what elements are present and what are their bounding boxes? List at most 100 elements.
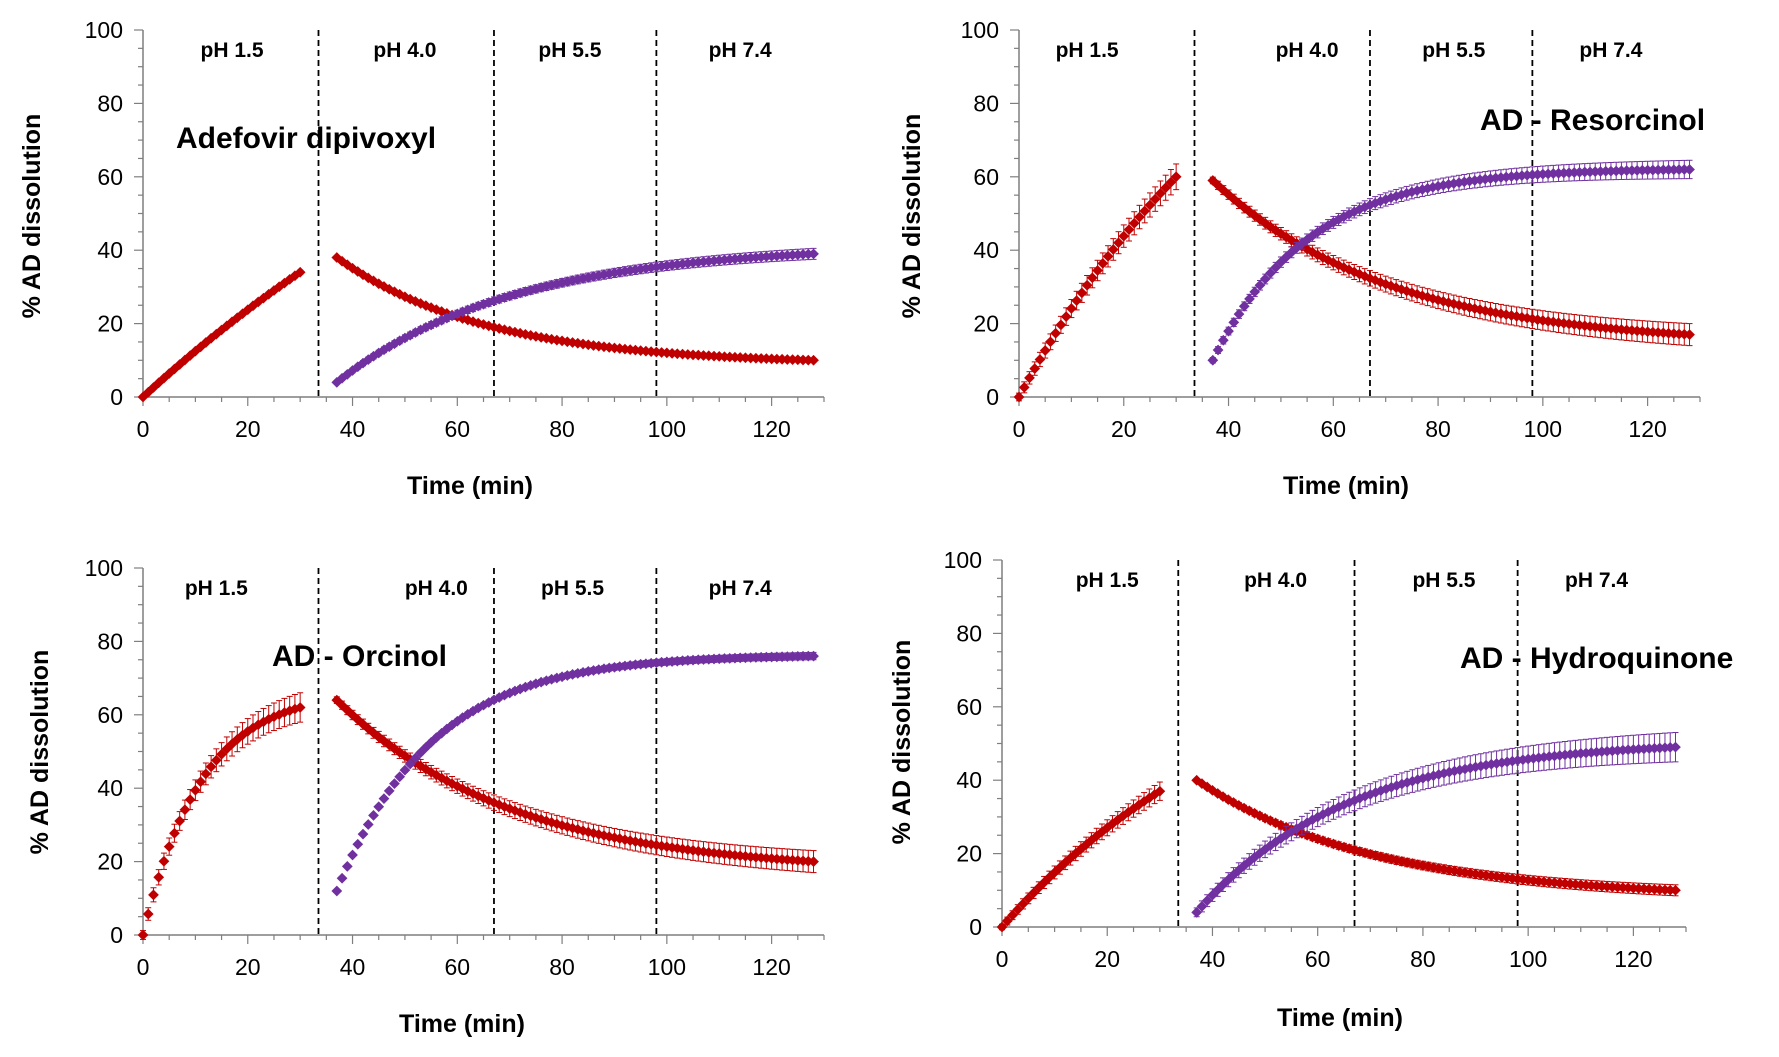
y-tick-label: 100 — [85, 555, 123, 581]
data-point — [1055, 319, 1067, 331]
x-tick-label: 0 — [137, 954, 150, 980]
y-tick-label: 80 — [97, 90, 123, 116]
y-tick-label: 0 — [969, 914, 982, 940]
series-1 — [996, 774, 1681, 933]
data-point — [341, 860, 353, 872]
phase-label: pH 1.5 — [1076, 569, 1139, 592]
phase-label: pH 4.0 — [373, 39, 436, 62]
y-tick-label: 80 — [97, 628, 123, 654]
phase-label: pH 5.5 — [1422, 39, 1485, 62]
data-point — [163, 841, 175, 852]
phase-label: pH 1.5 — [201, 39, 264, 62]
data-point — [1034, 354, 1046, 365]
phase-label: pH 1.5 — [185, 577, 248, 600]
x-tick-label: 100 — [648, 954, 686, 980]
y-tick-label: 100 — [85, 17, 123, 43]
x-tick-label: 20 — [235, 416, 261, 442]
y-tick-label: 40 — [956, 767, 982, 793]
y-tick-label: 20 — [956, 841, 982, 867]
x-tick-label: 120 — [752, 416, 790, 442]
x-tick-label: 100 — [648, 416, 686, 442]
data-point — [158, 855, 170, 867]
series-2 — [1191, 731, 1681, 918]
chart-panel-2: 0 20 40 60 80 100 0 20 40 60 80 100 120 Time (min) % A… — [898, 17, 1705, 500]
x-axis-title: Time (min) — [399, 1010, 525, 1038]
data-point — [368, 810, 379, 821]
data-point — [410, 752, 421, 764]
x-tick-label: 0 — [1013, 416, 1026, 442]
x-tick-label: 40 — [340, 954, 366, 980]
data-point — [200, 768, 212, 780]
x-tick-label: 120 — [1628, 416, 1666, 442]
y-tick-label: 100 — [961, 17, 999, 43]
chart-panel-4: 0 20 40 60 80 100 0 20 40 60 80 100 120 Time (min) % A… — [888, 547, 1733, 1032]
x-tick-label: 20 — [1111, 416, 1137, 442]
x-axis-title: Time (min) — [407, 472, 533, 500]
y-tick-label: 80 — [956, 620, 982, 646]
y-tick-label: 20 — [973, 311, 999, 337]
y-tick-label: 0 — [110, 922, 123, 948]
x-tick-label: 40 — [1216, 416, 1242, 442]
x-tick-label: 60 — [445, 416, 471, 442]
data-point — [294, 266, 306, 278]
y-tick-label: 0 — [110, 384, 123, 410]
series-1 — [137, 692, 819, 941]
panel-annotation: Adefovir dipivoxyl — [176, 122, 436, 155]
data-point — [808, 354, 819, 366]
x-tick-label: 0 — [137, 416, 150, 442]
phase-label: pH 1.5 — [1056, 39, 1119, 62]
data-point — [1066, 303, 1077, 314]
series-2 — [331, 650, 819, 897]
x-tick-label: 80 — [1410, 946, 1436, 972]
data-point — [190, 784, 201, 796]
data-point — [1670, 884, 1681, 896]
x-tick-label: 80 — [1425, 416, 1451, 442]
y-tick-label: 20 — [97, 311, 123, 337]
data-point — [808, 856, 819, 867]
data-point — [1217, 334, 1229, 346]
panel-annotation: AD - Hydroquinone — [1460, 642, 1733, 675]
x-tick-label: 100 — [1524, 416, 1562, 442]
x-tick-label: 40 — [340, 416, 366, 442]
phase-label: pH 7.4 — [1579, 39, 1642, 62]
y-tick-label: 0 — [986, 384, 999, 410]
chart-panel-1: 0 20 40 60 80 100 0 20 40 60 80 100 120 Time (min) % A… — [18, 17, 825, 500]
phase-label: pH 5.5 — [541, 577, 604, 600]
series-1 — [1013, 163, 1695, 403]
data-point — [331, 885, 343, 897]
phase-label: pH 7.4 — [709, 39, 772, 62]
data-point — [1071, 295, 1082, 306]
x-tick-label: 120 — [752, 954, 790, 980]
data-point — [184, 794, 196, 805]
y-tick-label: 40 — [973, 237, 999, 263]
data-point — [808, 248, 819, 260]
x-tick-label: 20 — [235, 954, 261, 980]
x-tick-label: 80 — [549, 416, 575, 442]
y-tick-label: 20 — [97, 849, 123, 875]
data-point — [174, 815, 186, 827]
data-point — [336, 872, 348, 884]
data-point — [1012, 904, 1024, 915]
y-tick-label: 60 — [973, 164, 999, 190]
data-point — [1013, 391, 1025, 403]
data-point — [1039, 345, 1051, 356]
data-point — [347, 849, 358, 861]
data-point — [1018, 381, 1030, 393]
y-axis-title: % AD dissolution — [18, 114, 46, 319]
data-point — [357, 828, 369, 840]
data-point — [1001, 915, 1013, 927]
data-point — [142, 908, 154, 920]
data-point — [808, 650, 819, 662]
phase-label: pH 4.0 — [405, 577, 468, 600]
data-point — [373, 801, 385, 813]
phase-label: pH 4.0 — [1244, 569, 1307, 592]
phase-label: pH 7.4 — [709, 577, 772, 600]
panel-annotation: AD - Orcinol — [272, 640, 447, 673]
y-axis-title: % AD dissolution — [888, 640, 916, 845]
data-point — [378, 793, 390, 805]
data-point — [205, 761, 217, 773]
panel-annotation: AD - Resorcinol — [1480, 104, 1705, 137]
y-axis-title: % AD dissolution — [898, 114, 926, 319]
x-tick-label: 60 — [445, 954, 471, 980]
series-2 — [1207, 159, 1695, 366]
